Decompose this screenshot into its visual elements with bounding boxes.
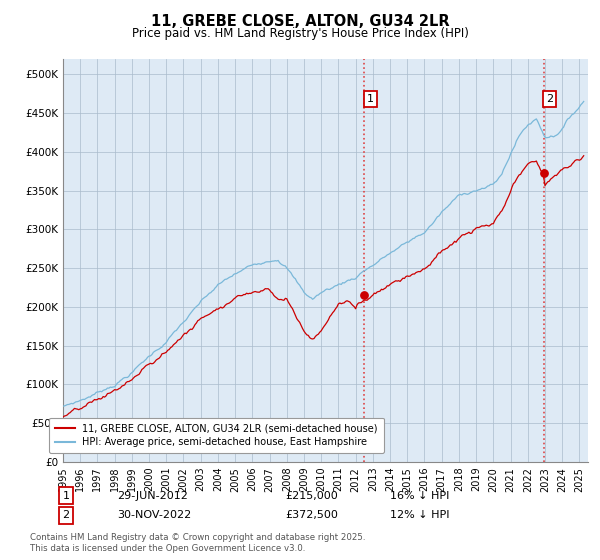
Text: Contains HM Land Registry data © Crown copyright and database right 2025.
This d: Contains HM Land Registry data © Crown c… bbox=[30, 534, 365, 553]
Text: £215,000: £215,000 bbox=[285, 491, 338, 501]
Text: 16% ↓ HPI: 16% ↓ HPI bbox=[390, 491, 449, 501]
Text: 30-NOV-2022: 30-NOV-2022 bbox=[117, 510, 191, 520]
Text: 11, GREBE CLOSE, ALTON, GU34 2LR: 11, GREBE CLOSE, ALTON, GU34 2LR bbox=[151, 14, 449, 29]
Text: 2: 2 bbox=[62, 510, 70, 520]
Text: 2: 2 bbox=[546, 94, 553, 104]
Text: 12% ↓ HPI: 12% ↓ HPI bbox=[390, 510, 449, 520]
Text: 29-JUN-2012: 29-JUN-2012 bbox=[117, 491, 188, 501]
Text: 1: 1 bbox=[367, 94, 374, 104]
Point bbox=[539, 169, 548, 178]
Point bbox=[359, 291, 369, 300]
Text: Price paid vs. HM Land Registry's House Price Index (HPI): Price paid vs. HM Land Registry's House … bbox=[131, 27, 469, 40]
Text: 1: 1 bbox=[62, 491, 70, 501]
Text: £372,500: £372,500 bbox=[285, 510, 338, 520]
Legend: 11, GREBE CLOSE, ALTON, GU34 2LR (semi-detached house), HPI: Average price, semi: 11, GREBE CLOSE, ALTON, GU34 2LR (semi-d… bbox=[49, 418, 383, 453]
